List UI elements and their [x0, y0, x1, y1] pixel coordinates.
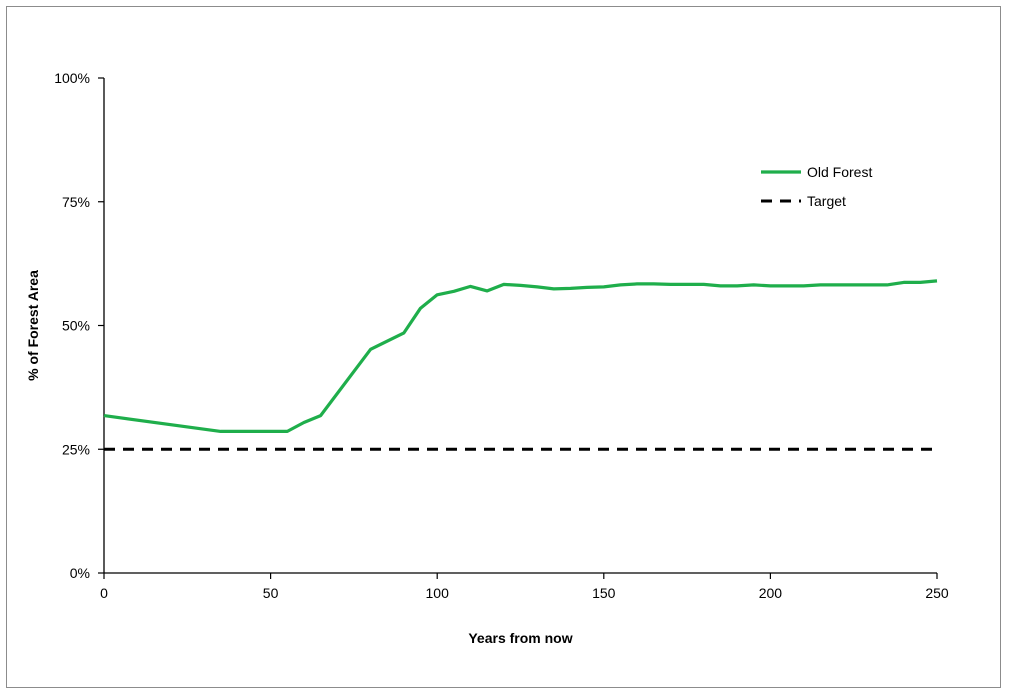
- y-tick-label: 100%: [54, 70, 90, 86]
- x-tick-label: 50: [263, 585, 279, 601]
- ticks: 0% 25% 50% 75% 100% 0 50 100 150 200 250: [54, 70, 949, 601]
- x-tick-label: 0: [100, 585, 108, 601]
- series-line-old-forest: [103, 279, 938, 433]
- x-axis-title: Years from now: [468, 630, 572, 646]
- legend: Old Forest Target: [761, 164, 872, 209]
- x-tick-label: 150: [592, 585, 616, 601]
- x-tick-label: 200: [759, 585, 783, 601]
- legend-label-old-forest: Old Forest: [807, 164, 872, 180]
- chart-frame: [6, 6, 1001, 688]
- y-tick-label: 75%: [62, 194, 90, 210]
- y-tick-label: 25%: [62, 441, 90, 457]
- x-tick-label: 100: [426, 585, 450, 601]
- axes: [103, 78, 937, 574]
- y-tick-label: 50%: [62, 318, 90, 334]
- series-layer: [103, 279, 938, 451]
- x-tick-label: 250: [925, 585, 949, 601]
- y-axis-title: % of Forest Area: [25, 270, 41, 381]
- y-tick-label: 0%: [70, 565, 90, 581]
- legend-label-target: Target: [807, 193, 846, 209]
